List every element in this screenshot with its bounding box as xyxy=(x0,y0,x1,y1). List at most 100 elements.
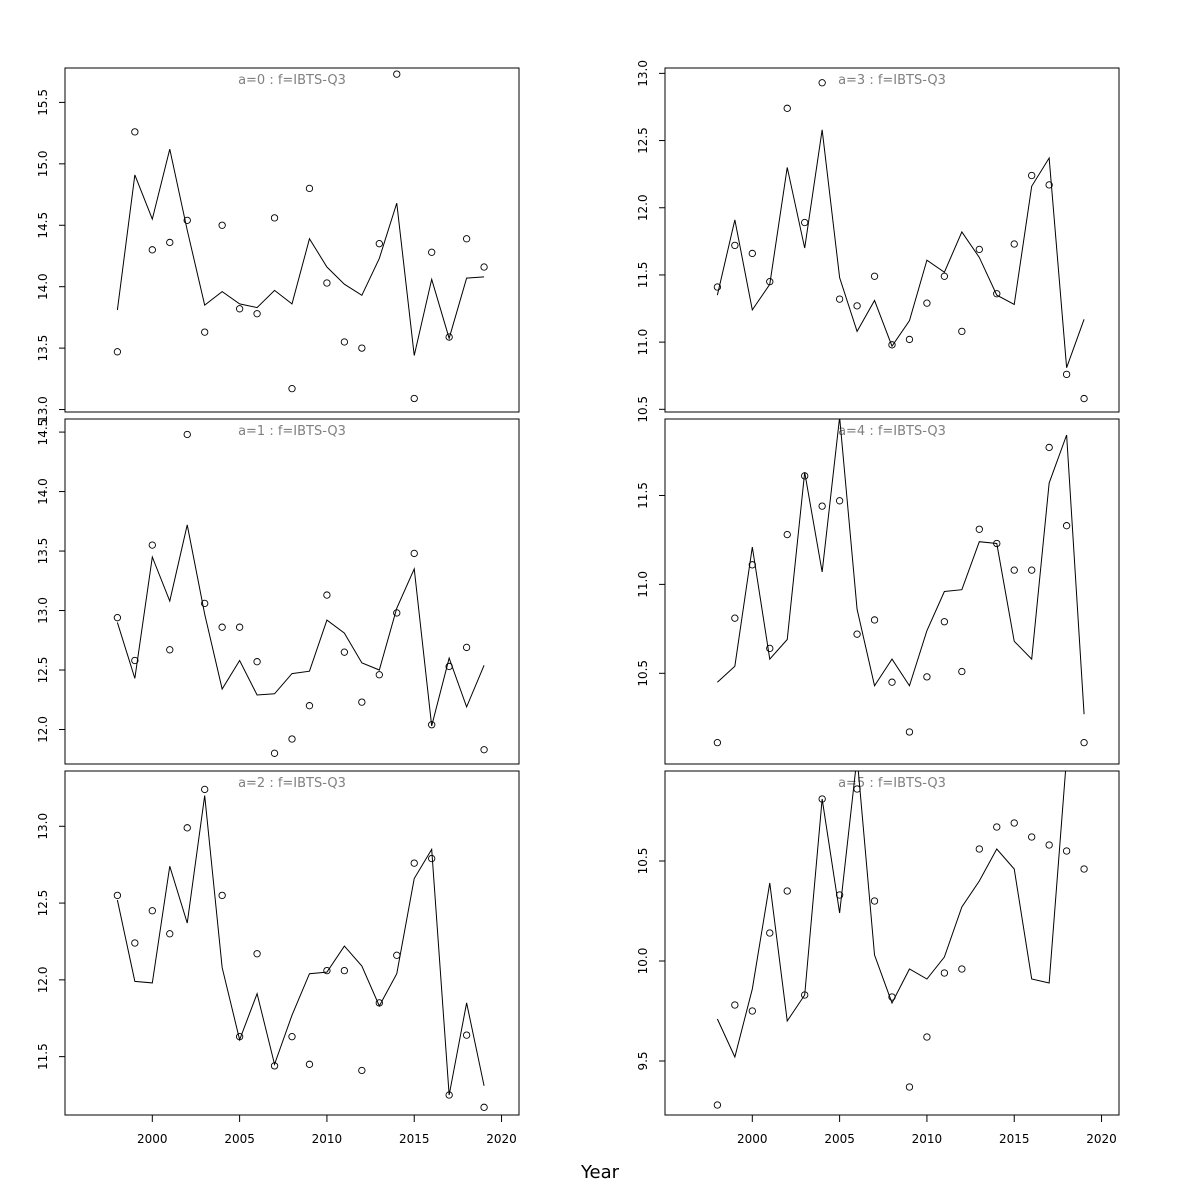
y-tick-label: 13.0 xyxy=(636,60,650,87)
observed-point xyxy=(783,887,791,895)
x-tick-label: 2020 xyxy=(1086,1132,1117,1146)
panel-data xyxy=(713,771,1088,1109)
observed-point xyxy=(323,591,331,599)
y-tick-label: 14.5 xyxy=(36,419,50,446)
y-axis: 10.5 11.0 11.5 xyxy=(636,482,665,687)
observed-point xyxy=(993,290,1001,298)
fitted-line xyxy=(116,795,485,1096)
observed-point xyxy=(766,278,774,286)
observed-point xyxy=(270,1062,279,1070)
observed-point xyxy=(870,897,879,905)
x-axis-1: 2000 2005 2010 2015 2020 xyxy=(737,1114,1117,1146)
observed-point xyxy=(218,623,226,631)
observed-point xyxy=(166,238,174,247)
observed-point xyxy=(445,333,453,341)
observed-point xyxy=(853,630,861,638)
observed-point xyxy=(1028,833,1036,841)
observed-point xyxy=(131,128,139,136)
y-tick-label: 12.0 xyxy=(36,966,50,993)
observed-point xyxy=(113,891,122,900)
observed-point xyxy=(358,698,366,706)
observed-point xyxy=(958,667,966,676)
panel-title: a=1 : f=IBTS-Q3 xyxy=(238,424,346,439)
observed-point xyxy=(148,246,156,254)
x-tick-label: 2010 xyxy=(912,1132,943,1146)
y-tick-label: 13.0 xyxy=(36,813,50,840)
observed-point xyxy=(340,648,349,656)
panel-frame xyxy=(64,67,520,413)
observed-point xyxy=(201,599,209,608)
y-axis: 13.0 13.5 14.0 14.5 15.0 15.5 xyxy=(36,89,65,423)
observed-point xyxy=(375,671,383,679)
x-axis-0: 2000 2005 2010 2015 2020 xyxy=(137,1114,517,1146)
panel-2: 11.5 12.0 12.5 13.0 a=2 : f=IBTS-Q3 xyxy=(36,770,520,1116)
observed-point xyxy=(270,214,279,222)
observed-point xyxy=(940,969,949,977)
observed-point xyxy=(480,746,488,754)
panel-5: 9.5 10.0 10.5 a=5 : f=IBTS-Q3 xyxy=(636,770,1120,1116)
panel-title: a=2 : f=IBTS-Q3 xyxy=(238,776,346,791)
observed-point xyxy=(958,327,966,336)
y-tick-label: 13.0 xyxy=(36,597,50,624)
observed-point xyxy=(748,1007,756,1015)
observed-point xyxy=(428,721,436,729)
y-tick-label: 11.5 xyxy=(636,262,650,289)
x-tick-label: 2005 xyxy=(824,1132,855,1146)
observed-point xyxy=(1062,370,1071,379)
observed-point xyxy=(113,614,122,622)
x-tick-label: 2015 xyxy=(399,1132,430,1146)
observed-point xyxy=(480,263,488,271)
observed-point xyxy=(748,561,756,569)
observed-point xyxy=(835,891,844,899)
observed-point xyxy=(148,907,156,915)
observed-point xyxy=(731,614,739,622)
y-tick-label: 14.0 xyxy=(36,478,50,505)
observed-point xyxy=(323,966,331,975)
observed-point xyxy=(888,678,896,686)
observed-point xyxy=(428,854,436,863)
observed-point xyxy=(201,785,209,794)
observed-point xyxy=(253,310,261,318)
y-tick-label: 12.0 xyxy=(36,716,50,743)
y-tick-label: 10.5 xyxy=(636,660,650,687)
x-tick-label: 2020 xyxy=(486,1132,517,1146)
x-tick-label: 2000 xyxy=(737,1132,768,1146)
panel-data xyxy=(713,79,1088,403)
observed-point xyxy=(288,1033,296,1041)
observed-point xyxy=(358,344,366,352)
x-tick-label: 2015 xyxy=(999,1132,1030,1146)
observed-point xyxy=(201,328,209,336)
observed-point xyxy=(305,702,314,710)
y-tick-label: 11.5 xyxy=(636,482,650,509)
observed-point xyxy=(818,795,826,803)
observed-point xyxy=(766,644,774,653)
observed-point xyxy=(393,609,401,617)
panel-title: a=4 : f=IBTS-Q3 xyxy=(838,424,946,439)
y-tick-label: 14.0 xyxy=(36,273,50,300)
panel-0: 13.0 13.5 14.0 14.5 15.0 15.5 a=0 : f=IBTS-Q3 xyxy=(36,67,520,423)
y-tick-label: 11.0 xyxy=(636,571,650,598)
y-tick-label: 13.5 xyxy=(36,538,50,565)
observed-point xyxy=(445,662,453,671)
observed-point xyxy=(835,497,844,505)
observed-point xyxy=(113,348,122,356)
y-tick-label: 14.5 xyxy=(36,212,50,239)
observed-point xyxy=(993,823,1001,831)
observed-point xyxy=(410,549,418,558)
y-tick-label: 10.5 xyxy=(636,848,650,875)
observed-point xyxy=(323,279,331,287)
y-tick-label: 13.0 xyxy=(36,396,50,423)
y-tick-label: 15.5 xyxy=(36,89,50,116)
observed-point xyxy=(1080,865,1088,873)
panel-data xyxy=(113,70,488,403)
observed-point xyxy=(888,993,896,1001)
observed-point xyxy=(1062,522,1071,530)
observed-point xyxy=(905,1083,914,1091)
observed-point xyxy=(870,616,879,624)
x-tick-label: 2010 xyxy=(312,1132,343,1146)
observed-point xyxy=(940,618,949,626)
y-axis: 9.5 10.0 10.5 xyxy=(636,848,665,1071)
observed-point xyxy=(783,530,791,539)
observed-point xyxy=(393,951,401,959)
